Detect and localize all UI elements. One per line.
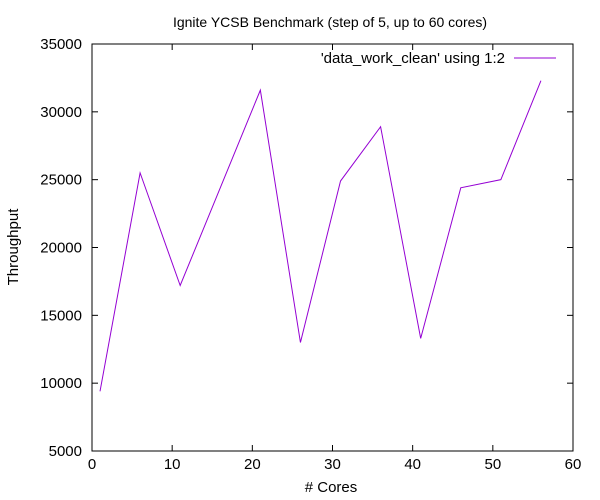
- series-layer: [99, 80, 542, 392]
- y-tick-label-0: 5000: [49, 443, 82, 460]
- x-tick-label-0: 0: [88, 456, 96, 473]
- y-tick-label-4: 25000: [40, 172, 82, 189]
- y-tick-label-1: 10000: [40, 375, 82, 392]
- x-tick-label-5: 50: [484, 456, 501, 473]
- x-tick-label-4: 40: [404, 456, 421, 473]
- plot-area-border: [91, 43, 574, 452]
- y-axis-label: Throughput: [5, 208, 22, 286]
- y-tick-label-3: 20000: [40, 240, 82, 257]
- y-tick-label-2: 15000: [40, 307, 82, 324]
- y-tick-label-6: 35000: [40, 36, 82, 53]
- chart-title: Ignite YCSB Benchmark (step of 5, up to …: [173, 14, 487, 30]
- x-axis: 0 10 20 30 40 50 60: [88, 44, 582, 473]
- x-tick-label-1: 10: [164, 456, 181, 473]
- series-line-1: [99, 80, 542, 392]
- y-axis: 5000 10000 15000 20000 25000 30000 35000: [40, 36, 573, 460]
- y-tick-label-5: 30000: [40, 104, 82, 121]
- legend-label-series-1: 'data_work_clean' using 1:2: [321, 50, 505, 67]
- x-tick-label-3: 30: [324, 456, 341, 473]
- x-axis-label: # Cores: [305, 479, 358, 496]
- legend: 'data_work_clean' using 1:2: [321, 50, 556, 67]
- x-tick-label-2: 20: [244, 456, 261, 473]
- x-tick-label-6: 60: [565, 456, 582, 473]
